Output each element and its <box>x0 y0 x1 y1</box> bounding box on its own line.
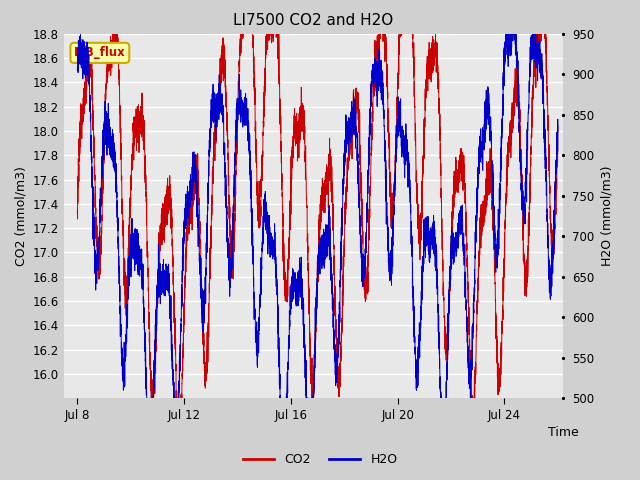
Title: LI7500 CO2 and H2O: LI7500 CO2 and H2O <box>234 13 394 28</box>
Y-axis label: H2O (mmol/m3): H2O (mmol/m3) <box>600 166 613 266</box>
Text: MB_flux: MB_flux <box>74 47 125 60</box>
X-axis label: Time: Time <box>548 426 579 439</box>
Legend: CO2, H2O: CO2, H2O <box>237 448 403 471</box>
Y-axis label: CO2 (mmol/m3): CO2 (mmol/m3) <box>14 166 28 266</box>
